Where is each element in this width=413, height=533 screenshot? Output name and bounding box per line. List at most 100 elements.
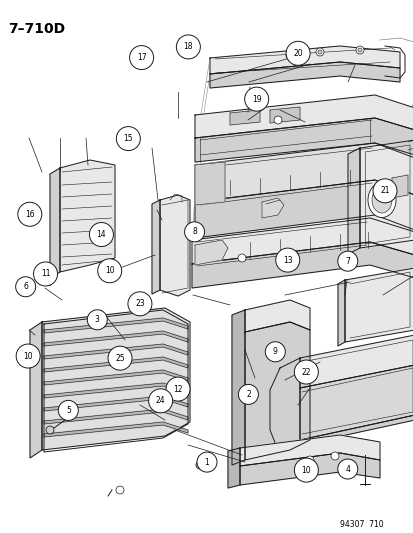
Ellipse shape bbox=[371, 187, 391, 213]
Circle shape bbox=[238, 384, 258, 405]
Text: 10: 10 bbox=[104, 266, 114, 275]
Polygon shape bbox=[347, 148, 359, 254]
Circle shape bbox=[315, 48, 323, 56]
Polygon shape bbox=[44, 370, 188, 385]
Circle shape bbox=[237, 254, 245, 262]
Text: 94307  710: 94307 710 bbox=[339, 520, 383, 529]
Text: 6: 6 bbox=[23, 282, 28, 291]
Polygon shape bbox=[228, 448, 240, 488]
Polygon shape bbox=[44, 318, 188, 333]
Text: 5: 5 bbox=[66, 406, 71, 415]
Circle shape bbox=[128, 292, 152, 316]
Text: 8: 8 bbox=[192, 228, 197, 236]
Polygon shape bbox=[269, 358, 299, 455]
Circle shape bbox=[18, 202, 42, 227]
Polygon shape bbox=[209, 62, 399, 88]
Polygon shape bbox=[240, 435, 379, 466]
Polygon shape bbox=[337, 280, 344, 346]
Polygon shape bbox=[195, 118, 413, 162]
Ellipse shape bbox=[367, 182, 395, 217]
Polygon shape bbox=[44, 357, 188, 372]
Text: 16: 16 bbox=[25, 210, 35, 219]
Circle shape bbox=[46, 426, 54, 434]
Circle shape bbox=[33, 262, 57, 286]
Circle shape bbox=[116, 486, 124, 494]
Polygon shape bbox=[244, 300, 309, 332]
Polygon shape bbox=[230, 110, 259, 125]
Polygon shape bbox=[299, 335, 413, 388]
Polygon shape bbox=[269, 107, 299, 123]
Polygon shape bbox=[192, 242, 413, 288]
Text: 2: 2 bbox=[245, 390, 250, 399]
Polygon shape bbox=[195, 162, 224, 205]
Polygon shape bbox=[44, 383, 188, 398]
Text: 23: 23 bbox=[135, 300, 145, 308]
Polygon shape bbox=[44, 422, 188, 437]
Circle shape bbox=[287, 53, 291, 57]
Text: 24: 24 bbox=[155, 397, 165, 405]
Polygon shape bbox=[44, 409, 188, 424]
Circle shape bbox=[294, 458, 318, 482]
Text: 25: 25 bbox=[115, 354, 125, 362]
Circle shape bbox=[265, 342, 285, 362]
Text: 11: 11 bbox=[41, 270, 50, 278]
Circle shape bbox=[305, 456, 313, 464]
Text: 15: 15 bbox=[123, 134, 133, 143]
Circle shape bbox=[89, 222, 113, 247]
Polygon shape bbox=[44, 344, 188, 359]
Polygon shape bbox=[240, 453, 379, 485]
Circle shape bbox=[372, 179, 396, 203]
Circle shape bbox=[16, 344, 40, 368]
Circle shape bbox=[285, 41, 309, 66]
Circle shape bbox=[176, 35, 200, 59]
Text: 4: 4 bbox=[344, 465, 349, 473]
Polygon shape bbox=[195, 95, 413, 138]
Circle shape bbox=[148, 389, 172, 413]
Circle shape bbox=[129, 45, 153, 70]
Circle shape bbox=[285, 51, 293, 59]
Circle shape bbox=[116, 126, 140, 151]
Polygon shape bbox=[159, 195, 190, 296]
Circle shape bbox=[357, 48, 361, 52]
Circle shape bbox=[195, 461, 204, 469]
Polygon shape bbox=[299, 415, 413, 445]
Circle shape bbox=[16, 277, 36, 297]
Text: 22: 22 bbox=[301, 368, 310, 376]
Text: 7–710D: 7–710D bbox=[8, 22, 65, 36]
Polygon shape bbox=[359, 140, 413, 248]
Circle shape bbox=[294, 360, 318, 384]
Polygon shape bbox=[192, 218, 413, 264]
Text: 20: 20 bbox=[292, 49, 302, 58]
Text: 12: 12 bbox=[173, 385, 182, 393]
Polygon shape bbox=[391, 175, 407, 198]
Circle shape bbox=[197, 452, 216, 472]
Circle shape bbox=[87, 310, 107, 330]
Text: 14: 14 bbox=[96, 230, 106, 239]
Circle shape bbox=[330, 452, 338, 460]
Circle shape bbox=[337, 459, 357, 479]
Polygon shape bbox=[261, 198, 283, 218]
Circle shape bbox=[58, 400, 78, 421]
Circle shape bbox=[166, 377, 190, 401]
Text: 3: 3 bbox=[95, 316, 100, 324]
Circle shape bbox=[97, 259, 121, 283]
Text: 21: 21 bbox=[380, 187, 389, 195]
Polygon shape bbox=[152, 200, 159, 294]
Text: 7: 7 bbox=[344, 257, 349, 265]
Text: 9: 9 bbox=[272, 348, 277, 356]
Circle shape bbox=[275, 248, 299, 272]
Text: 17: 17 bbox=[136, 53, 146, 62]
Polygon shape bbox=[195, 180, 413, 238]
Polygon shape bbox=[299, 365, 413, 440]
Polygon shape bbox=[195, 143, 413, 202]
Polygon shape bbox=[344, 268, 413, 342]
Circle shape bbox=[184, 222, 204, 242]
Text: 10: 10 bbox=[301, 466, 311, 474]
Text: 18: 18 bbox=[183, 43, 192, 51]
Text: 19: 19 bbox=[251, 95, 261, 103]
Circle shape bbox=[317, 50, 321, 54]
Polygon shape bbox=[195, 240, 228, 265]
Polygon shape bbox=[44, 396, 188, 411]
Circle shape bbox=[355, 46, 363, 54]
Circle shape bbox=[108, 346, 132, 370]
